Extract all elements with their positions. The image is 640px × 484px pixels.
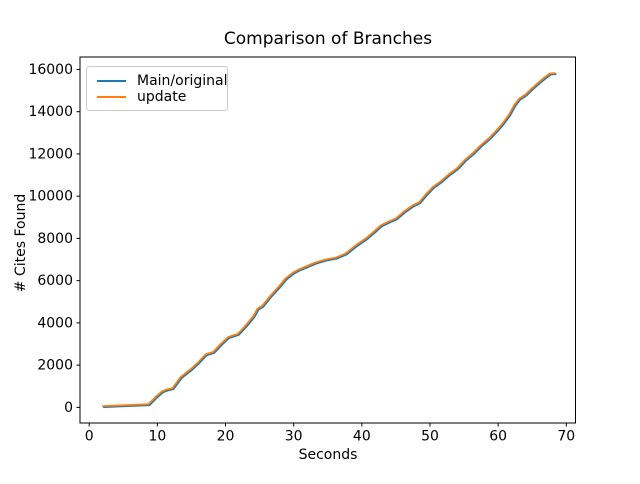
legend: Main/original update xyxy=(86,66,228,111)
x-tick-label: 70 xyxy=(557,429,575,445)
y-tick-label: 4000 xyxy=(37,315,73,331)
x-tick-label: 20 xyxy=(217,429,235,445)
x-tick-label: 10 xyxy=(148,429,166,445)
x-tick-label: 50 xyxy=(421,429,439,445)
series-line-update xyxy=(101,72,556,408)
y-axis-label: # Cites Found xyxy=(13,193,29,293)
series-line-main-original xyxy=(102,73,557,409)
y-tick-label: 16000 xyxy=(28,62,73,78)
x-tick-label: 30 xyxy=(285,429,303,445)
y-tick-label: 2000 xyxy=(37,358,73,374)
axes-frame xyxy=(79,56,576,424)
x-axis-label: Seconds xyxy=(298,447,358,463)
legend-label-update: update xyxy=(137,89,187,105)
legend-item-main-original: Main/original xyxy=(97,73,227,89)
y-tick-label: 6000 xyxy=(37,273,73,289)
y-tick-label: 14000 xyxy=(28,104,73,120)
y-tick-label: 0 xyxy=(64,400,73,416)
y-tick-label: 8000 xyxy=(37,231,73,247)
chart-title: Comparison of Branches xyxy=(223,29,433,49)
x-tick-label: 0 xyxy=(85,429,94,445)
legend-line-sample-main-original xyxy=(97,80,126,82)
legend-item-update: update xyxy=(97,89,217,105)
legend-line-sample-update xyxy=(97,96,126,98)
x-tick-label: 60 xyxy=(489,429,507,445)
y-tick-label: 12000 xyxy=(28,146,73,162)
legend-label-main-original: Main/original xyxy=(137,73,228,89)
y-tick-label: 10000 xyxy=(28,189,73,205)
x-tick-label: 40 xyxy=(353,429,371,445)
